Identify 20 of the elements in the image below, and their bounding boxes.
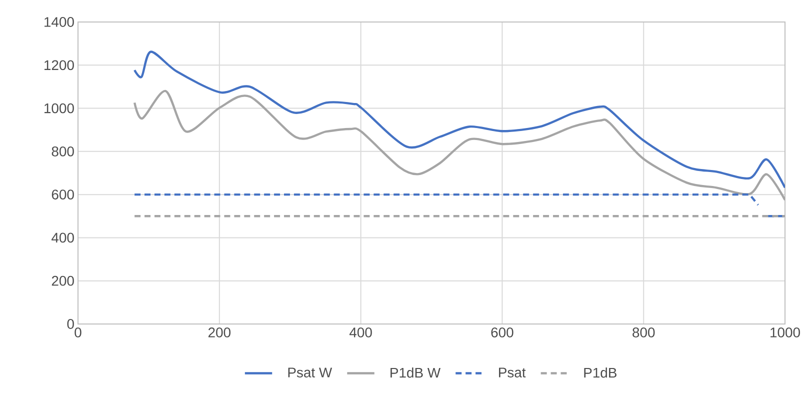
legend-label: P1dB [584, 367, 616, 378]
x-tick-label: 600 [491, 328, 514, 338]
x-tick-label: 1000 [770, 328, 800, 338]
x-tick-label: 800 [632, 328, 655, 338]
y-tick-label: 0 [67, 319, 74, 329]
y-tick-label: 800 [52, 146, 74, 156]
y-tick-label: 1400 [44, 17, 74, 27]
y-tick-label: 600 [52, 190, 74, 200]
y-tick-label: 200 [52, 276, 74, 286]
legend-label: P1dB W [390, 367, 441, 378]
x-tick-label: 0 [74, 328, 82, 338]
y-tick-label: 400 [52, 232, 74, 243]
legend-label: Psat [499, 368, 526, 378]
legend-label: Psat W [288, 368, 332, 378]
y-tick-label: 1200 [44, 60, 74, 70]
x-tick-label: 400 [349, 328, 372, 338]
line-series [133, 50, 786, 189]
y-tick-label: 1000 [44, 103, 74, 114]
x-tick-label: 200 [208, 328, 230, 338]
line-series [133, 90, 786, 202]
